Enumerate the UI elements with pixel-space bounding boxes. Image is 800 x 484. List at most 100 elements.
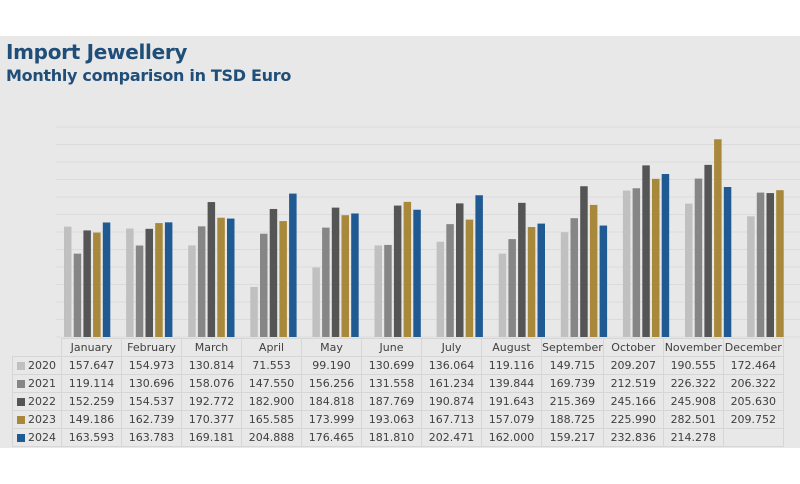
legend-swatch xyxy=(17,434,25,442)
data-label: 162.000 xyxy=(481,428,542,447)
data-label: 181.810 xyxy=(361,428,422,447)
data-label: 157.647 xyxy=(61,356,122,375)
bar-march-2023 xyxy=(217,217,225,337)
bar-september-2022 xyxy=(580,186,588,337)
data-label: 187.769 xyxy=(361,392,422,411)
data-label: 192.772 xyxy=(181,392,242,411)
data-label: 190.874 xyxy=(421,392,482,411)
bar-august-2023 xyxy=(527,227,536,337)
month-label: July xyxy=(421,338,482,357)
data-label: 156.256 xyxy=(301,374,362,393)
month-label: March xyxy=(181,338,242,357)
table-row: 2022 152.259 154.537 192.772 182.900 184.818 1… xyxy=(12,392,784,411)
bar-august-2024 xyxy=(537,223,545,337)
data-label: 149.186 xyxy=(61,410,122,429)
data-label: 191.643 xyxy=(481,392,542,411)
data-label: 147.550 xyxy=(241,374,302,393)
bar-may-2022 xyxy=(331,207,340,337)
bar-october-2021 xyxy=(632,188,641,337)
table-row: 2023 149.186 162.739 170.377 165.585 173.999 1… xyxy=(12,410,784,429)
bar-november-2022 xyxy=(704,164,712,337)
data-label xyxy=(722,428,784,447)
bar-august-2021 xyxy=(508,239,516,337)
data-label: 158.076 xyxy=(181,374,242,393)
data-label: 202.471 xyxy=(421,428,482,447)
bar-november-2023 xyxy=(714,139,722,337)
bar-july-2020 xyxy=(436,241,445,337)
data-label: 188.725 xyxy=(541,410,604,429)
month-label: June xyxy=(361,338,422,357)
month-label: September xyxy=(541,338,604,357)
data-label: 170.377 xyxy=(181,410,242,429)
legend-swatch xyxy=(17,362,25,370)
month-label: August xyxy=(481,338,542,357)
bar-november-2024 xyxy=(723,187,732,337)
bar-march-2024 xyxy=(227,218,235,337)
bar-july-2023 xyxy=(465,219,474,337)
data-label: 130.699 xyxy=(361,356,422,375)
data-label: 167.713 xyxy=(421,410,482,429)
bar-september-2020 xyxy=(560,232,569,337)
bars xyxy=(64,139,784,337)
bar-september-2024 xyxy=(599,225,608,337)
bar-may-2024 xyxy=(351,213,359,337)
bar-april-2024 xyxy=(289,193,297,337)
data-label: 206.322 xyxy=(722,374,784,393)
bar-february-2020 xyxy=(126,228,134,337)
bar-march-2020 xyxy=(188,245,196,337)
bar-june-2022 xyxy=(393,205,402,337)
legend-entry: 2021 xyxy=(12,374,62,393)
bar-october-2022 xyxy=(642,165,650,337)
data-label: 163.593 xyxy=(61,428,122,447)
data-label: 130.814 xyxy=(181,356,242,375)
bar-july-2022 xyxy=(456,203,464,337)
data-label: 119.114 xyxy=(61,374,122,393)
month-label: December xyxy=(722,338,784,357)
legend-entry: 2024 xyxy=(12,428,62,447)
bar-january-2024 xyxy=(102,222,111,337)
data-label: 71.553 xyxy=(241,356,302,375)
data-label: 173.999 xyxy=(301,410,362,429)
chart-title: Import Jewellery xyxy=(6,40,188,64)
data-label: 154.973 xyxy=(121,356,182,375)
bar-june-2024 xyxy=(413,209,421,337)
bar-may-2021 xyxy=(322,227,330,337)
bar-october-2024 xyxy=(661,174,670,337)
legend-label: 2022 xyxy=(28,395,56,408)
legend-entry: 2020 xyxy=(12,356,62,375)
table-corner xyxy=(13,339,62,357)
bar-september-2023 xyxy=(589,204,598,337)
data-label: 163.783 xyxy=(121,428,182,447)
data-label: 226.322 xyxy=(662,374,724,393)
legend-label: 2023 xyxy=(28,413,56,426)
bar-july-2021 xyxy=(446,224,454,337)
chart-subtitle: Monthly comparison in TSD Euro xyxy=(6,66,292,85)
data-label: 225.990 xyxy=(602,410,664,429)
data-label: 184.818 xyxy=(301,392,362,411)
legend-swatch xyxy=(17,398,25,406)
bar-january-2022 xyxy=(83,230,91,337)
data-label: 172.464 xyxy=(722,356,784,375)
data-label: 214.278 xyxy=(662,428,724,447)
data-label: 149.715 xyxy=(541,356,604,375)
data-label: 157.079 xyxy=(481,410,542,429)
data-label: 130.696 xyxy=(121,374,182,393)
bar-april-2021 xyxy=(260,233,268,337)
bar-november-2020 xyxy=(685,203,693,337)
bar-april-2023 xyxy=(279,221,287,337)
bar-december-2021 xyxy=(756,192,765,337)
bar-april-2022 xyxy=(269,208,278,337)
bar-july-2024 xyxy=(475,195,483,337)
bar-august-2020 xyxy=(498,253,507,337)
data-label: 282.501 xyxy=(662,410,724,429)
gridlines xyxy=(56,126,800,338)
data-label: 165.585 xyxy=(241,410,302,429)
bar-march-2021 xyxy=(197,226,206,337)
bar-december-2022 xyxy=(766,193,774,337)
table-row: 2024 163.593 163.783 169.181 204.888 176.465 1… xyxy=(12,428,784,447)
month-label: February xyxy=(121,338,182,357)
data-label: 119.116 xyxy=(481,356,542,375)
data-label: 169.181 xyxy=(181,428,242,447)
bar-january-2023 xyxy=(93,232,101,337)
month-label: November xyxy=(662,338,724,357)
